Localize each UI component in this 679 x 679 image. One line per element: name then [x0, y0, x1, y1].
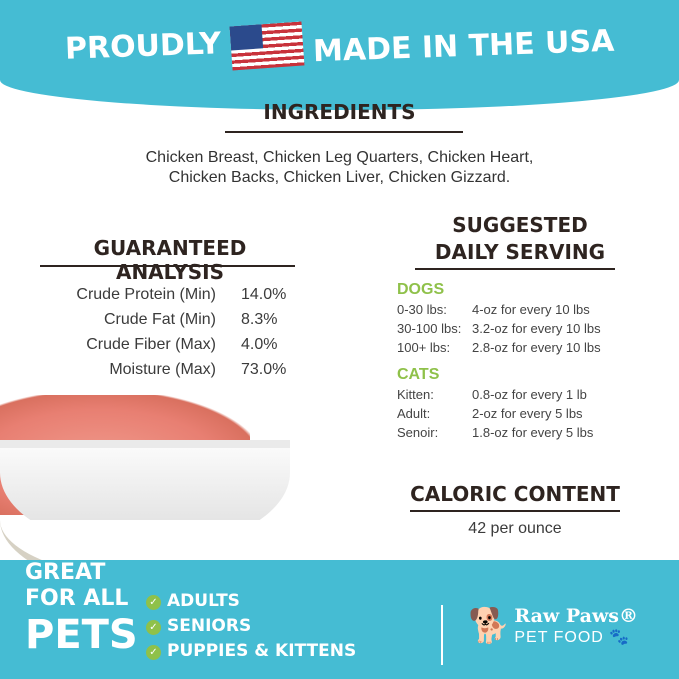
analysis-row: Crude Fiber (Max) 4.0%	[40, 332, 286, 357]
serving-row: 100+ lbs: 2.8-oz for every 10 lbs	[397, 338, 657, 357]
great-text: GREAT	[25, 560, 106, 585]
analysis-value: 73.0%	[241, 361, 287, 378]
analysis-name: Moisture (Max)	[109, 361, 216, 378]
serving-title: SUGGESTED DAILY SERVING	[420, 212, 620, 266]
serving-row: Senoir: 1.8-oz for every 5 lbs	[397, 423, 657, 442]
analysis-name: Crude Protein (Min)	[76, 286, 216, 303]
footer-band	[0, 560, 679, 679]
brand-sub-text: PET FOOD	[514, 629, 604, 646]
check-icon: ✓	[146, 595, 161, 610]
ingredients-list: Chicken Breast, Chicken Leg Quarters, Ch…	[0, 148, 679, 188]
serving-weight: 30-100 lbs:	[397, 321, 462, 336]
analysis-row: Moisture (Max) 73.0%	[40, 357, 286, 382]
divider	[410, 510, 620, 512]
caloric-value: 42 per ounce	[468, 520, 562, 537]
ingredients-title: INGREDIENTS	[263, 100, 416, 124]
caloric-title: CALORIC CONTENT	[410, 482, 620, 506]
banner-left-text: PROUDLY	[64, 25, 222, 67]
serving-row: 30-100 lbs: 3.2-oz for every 10 lbs	[397, 319, 657, 338]
serving-amount: 2.8-oz for every 10 lbs	[472, 340, 601, 355]
check-icon: ✓	[146, 620, 161, 635]
brand-name: Raw Paws®	[514, 605, 638, 627]
serving-title-line: SUGGESTED	[452, 213, 588, 237]
serving-amount: 2-oz for every 5 lbs	[472, 406, 583, 421]
check-item: ✓ SENIORS	[146, 614, 356, 639]
analysis-name: Crude Fat (Min)	[103, 311, 216, 328]
analysis-row: Crude Fat (Min) 8.3%	[40, 307, 286, 332]
divider	[225, 131, 463, 133]
ingredients-line: Chicken Breast, Chicken Leg Quarters, Ch…	[145, 149, 534, 166]
analysis-value: 4.0%	[241, 336, 278, 353]
dog-cat-icon: 🐕	[468, 607, 511, 645]
brand-sub: PET FOOD 🐾	[514, 627, 638, 647]
serving-amount: 3.2-oz for every 10 lbs	[472, 321, 601, 336]
serving-weight: Adult:	[397, 406, 431, 421]
check-list: ✓ ADULTS ✓ SENIORS ✓ PUPPIES & KITTENS	[146, 589, 356, 664]
serving-row: 0-30 lbs: 4-oz for every 10 lbs	[397, 300, 657, 319]
serving-table: DOGS 0-30 lbs: 4-oz for every 10 lbs 30-100…	[397, 280, 657, 442]
serving-title-line: DAILY SERVING	[434, 240, 606, 264]
top-banner	[0, 0, 679, 110]
divider	[441, 605, 443, 665]
paw-icon: 🐾	[609, 629, 631, 646]
analysis-row: Crude Protein (Min) 14.0%	[40, 282, 286, 307]
us-flag-icon	[229, 21, 305, 71]
serving-group-dogs: DOGS	[397, 281, 445, 298]
serving-amount: 4-oz for every 10 lbs	[472, 302, 590, 317]
serving-weight: Kitten:	[397, 387, 434, 402]
serving-weight: 100+ lbs:	[397, 340, 451, 355]
check-label: PUPPIES & KITTENS	[167, 641, 357, 661]
check-icon: ✓	[146, 645, 161, 660]
analysis-title: GUARANTEED ANALYSIS	[93, 236, 247, 284]
serving-group-cats: CATS	[397, 366, 440, 383]
banner-right-text: MADE IN THE USA	[312, 23, 615, 69]
analysis-value: 14.0%	[241, 286, 287, 303]
pets-text: PETS	[25, 612, 138, 658]
serving-row: Adult: 2-oz for every 5 lbs	[397, 404, 657, 423]
analysis-table: Crude Protein (Min) 14.0% Crude Fat (Min) 8…	[40, 282, 286, 382]
for-all-text: FOR ALL	[25, 586, 129, 611]
made-in-usa-banner: PROUDLY MADE IN THE USA	[0, 0, 679, 100]
divider	[415, 268, 615, 270]
check-item: ✓ ADULTS	[146, 589, 356, 614]
check-item: ✓ PUPPIES & KITTENS	[146, 639, 356, 664]
serving-weight: Senoir:	[397, 425, 439, 440]
divider	[40, 265, 295, 267]
serving-amount: 1.8-oz for every 5 lbs	[472, 425, 594, 440]
check-label: SENIORS	[167, 616, 252, 636]
serving-weight: 0-30 lbs:	[397, 302, 447, 317]
analysis-value: 8.3%	[241, 311, 278, 328]
check-label: ADULTS	[167, 591, 240, 611]
brand-logo: 🐕 Raw Paws® PET FOOD 🐾	[468, 605, 668, 647]
ingredients-line: Chicken Backs, Chicken Liver, Chicken Gi…	[168, 169, 511, 186]
serving-row: Kitten: 0.8-oz for every 1 lb	[397, 385, 657, 404]
analysis-name: Crude Fiber (Max)	[86, 336, 216, 353]
great-for-all-pets: GREAT FOR ALL PETS	[25, 560, 138, 658]
serving-amount: 0.8-oz for every 1 lb	[472, 387, 587, 402]
